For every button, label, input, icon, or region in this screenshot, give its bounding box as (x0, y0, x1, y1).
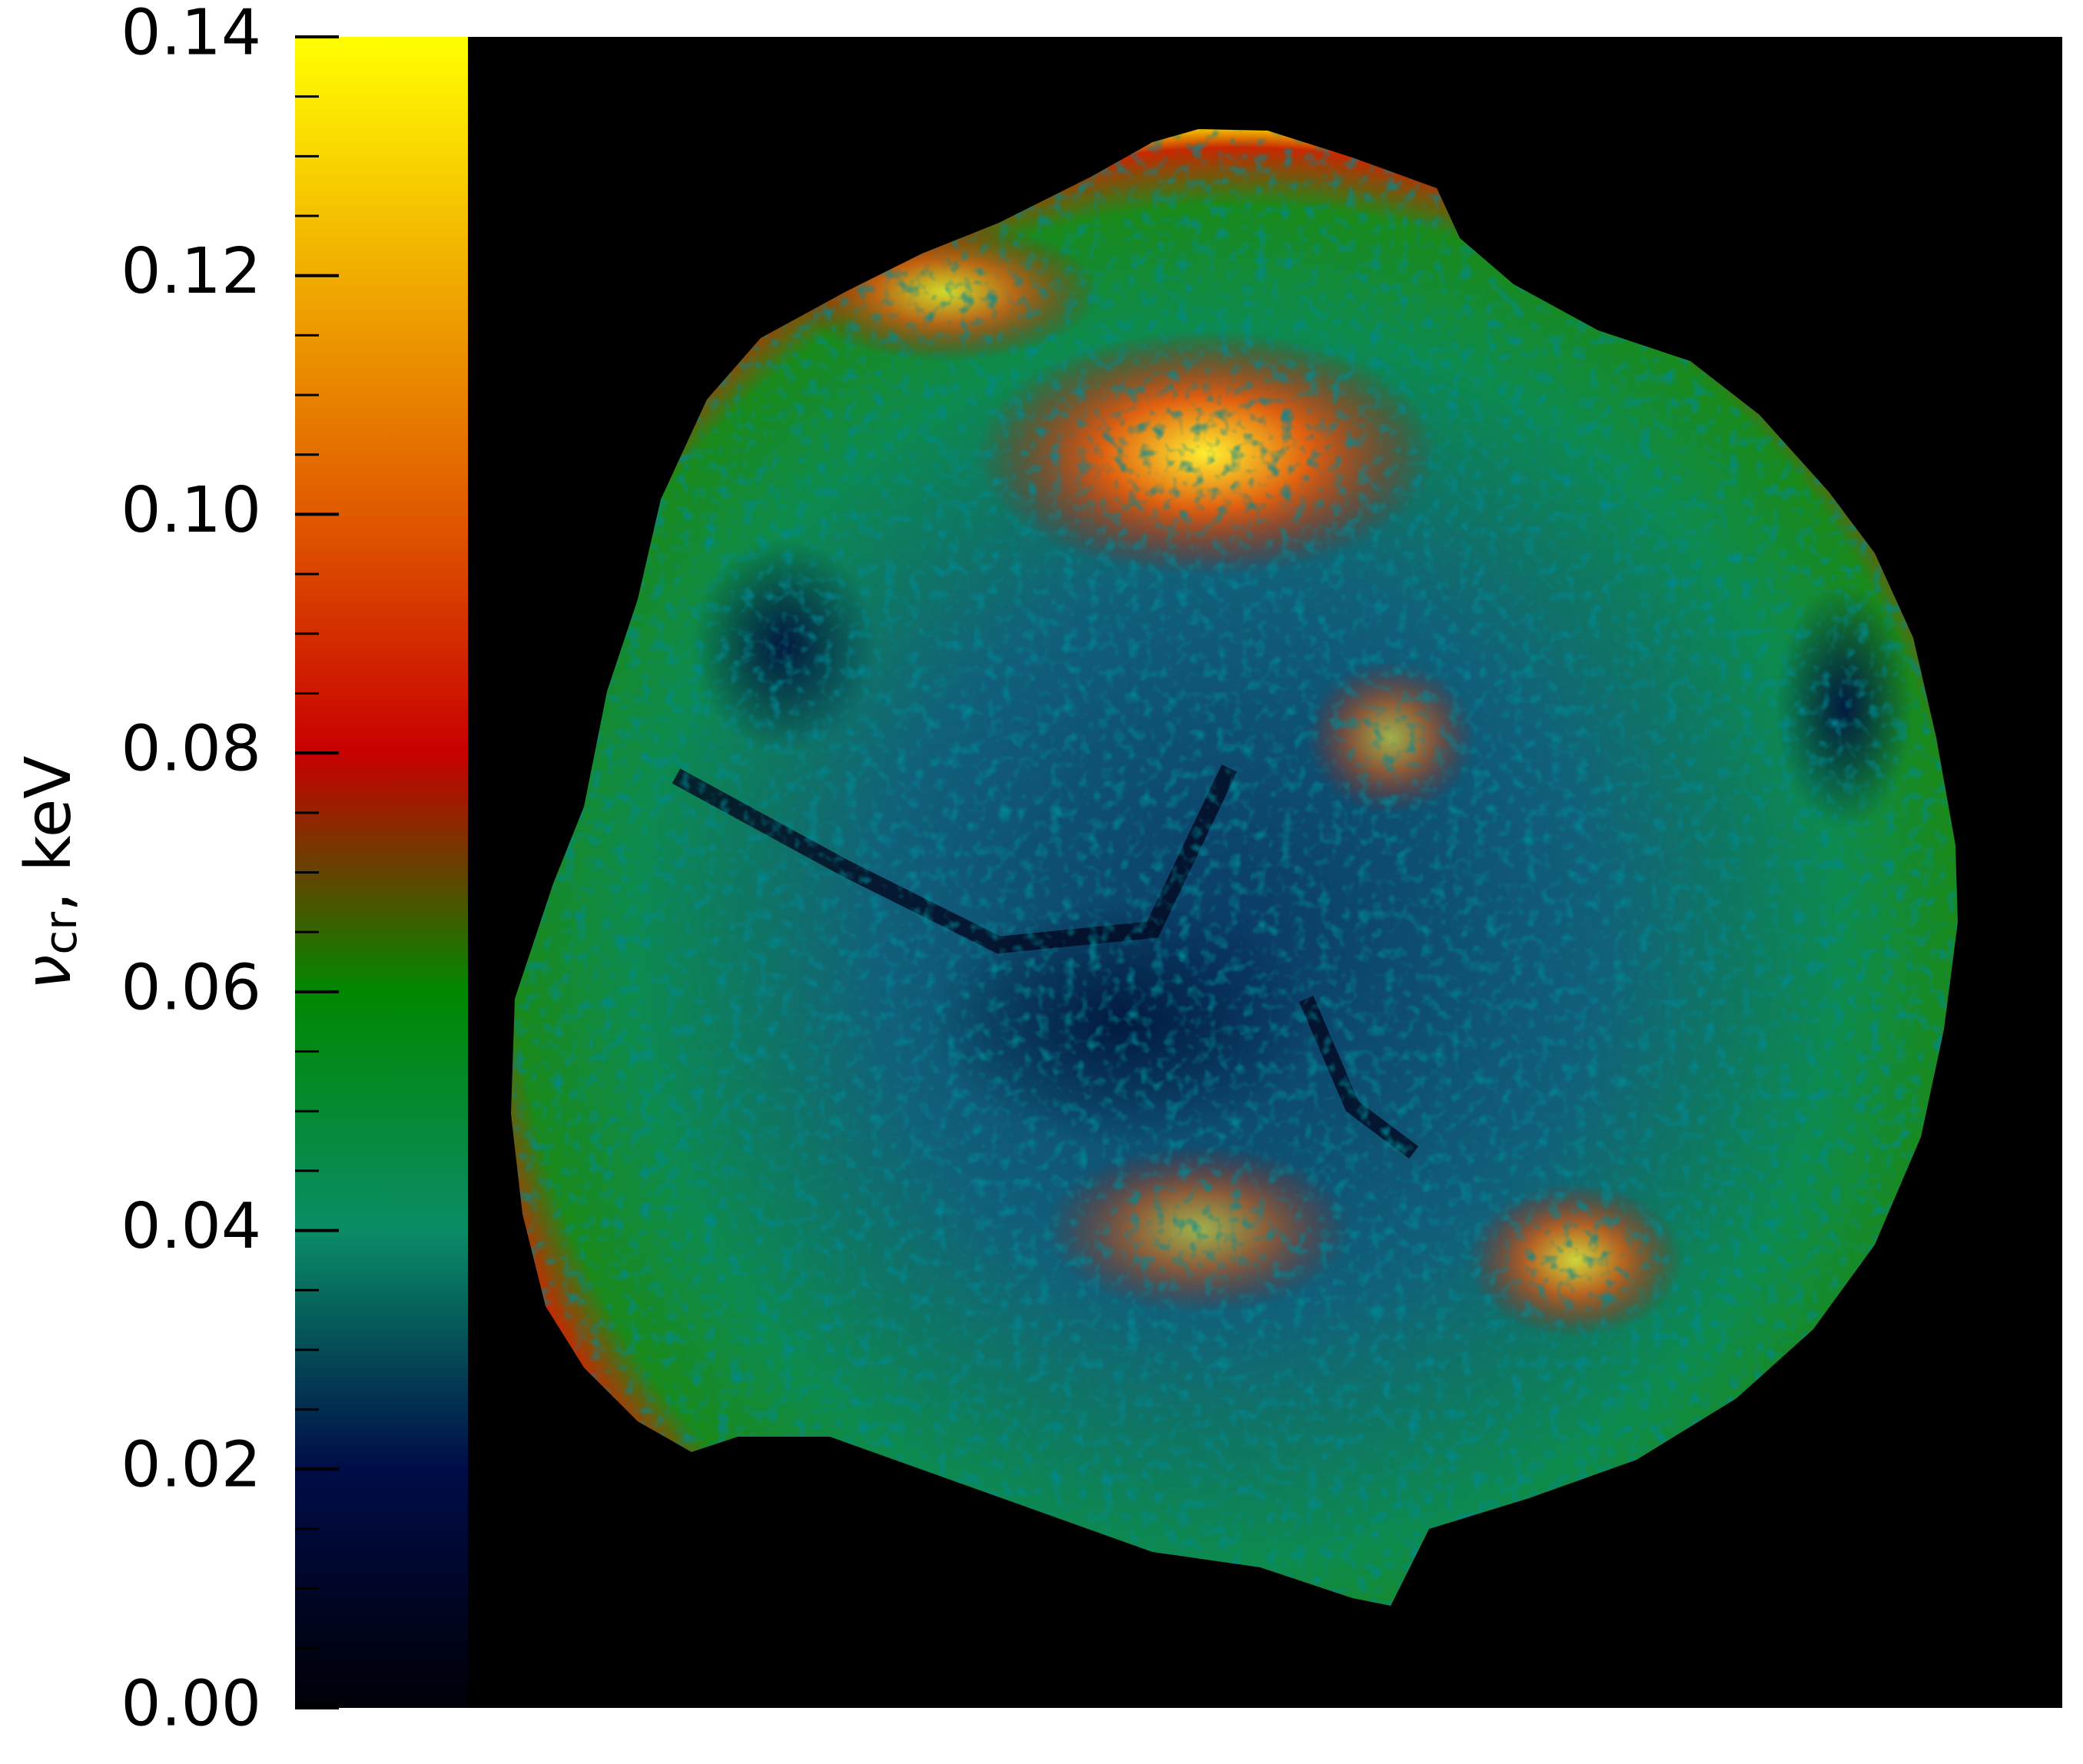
tick-label: 0.06 (121, 951, 261, 1024)
tick-label: 0.04 (121, 1190, 261, 1263)
colorbar (295, 37, 468, 1708)
tick-label: 0.14 (121, 0, 261, 69)
colorbar-label: νcr, keV (12, 756, 87, 990)
tick-label: 0.08 (121, 713, 261, 786)
tick-label: 0.12 (121, 235, 261, 308)
tick-label: 0.10 (121, 474, 261, 547)
tick-label: 0.00 (121, 1667, 261, 1740)
tick-label: 0.02 (121, 1429, 261, 1502)
